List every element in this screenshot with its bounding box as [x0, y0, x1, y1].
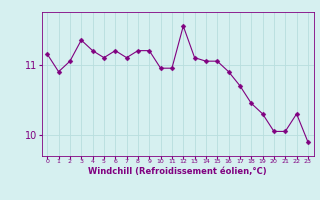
X-axis label: Windchill (Refroidissement éolien,°C): Windchill (Refroidissement éolien,°C) [88, 167, 267, 176]
